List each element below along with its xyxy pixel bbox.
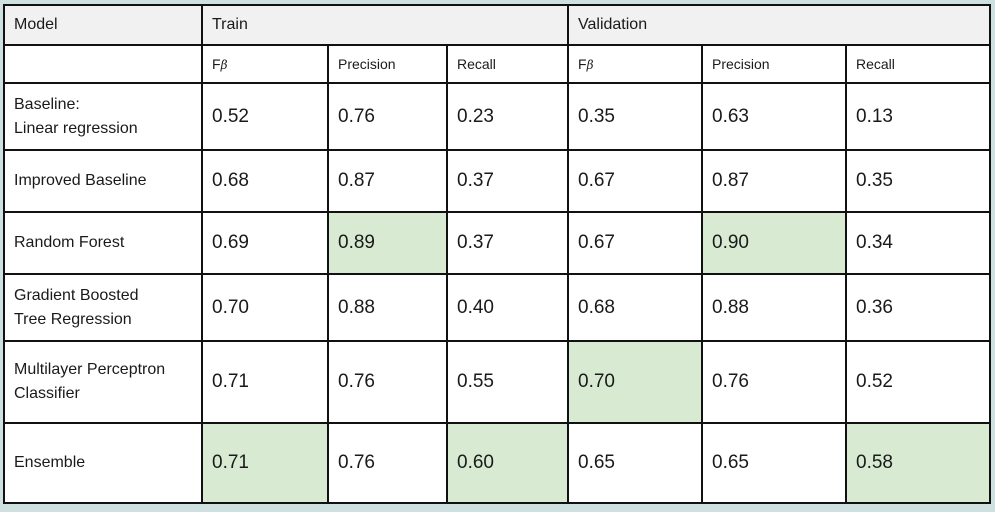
model-name-line1: Random Forest (14, 234, 125, 251)
model-name-line1: Improved Baseline (14, 172, 147, 189)
validation-precision: 0.65 (701, 422, 847, 504)
subheader-validation-fbeta: Fβ (567, 44, 703, 84)
train-fbeta: 0.52 (201, 82, 329, 151)
table-row: Improved Baseline 0.68 0.87 0.37 0.67 0.… (3, 149, 991, 213)
validation-precision: 0.87 (701, 149, 847, 213)
train-precision: 0.76 (327, 422, 448, 504)
table-row: Gradient Boosted Tree Regression 0.70 0.8… (3, 273, 991, 342)
train-fbeta: 0.70 (201, 273, 329, 342)
validation-fbeta: 0.35 (567, 82, 703, 151)
subheader-train-precision: Precision (327, 44, 448, 84)
subheader-validation-recall: Recall (845, 44, 991, 84)
train-fbeta: 0.68 (201, 149, 329, 213)
validation-fbeta: 0.68 (567, 273, 703, 342)
model-name: Random Forest (3, 211, 203, 275)
beta-symbol: β (586, 58, 594, 72)
train-recall: 0.23 (446, 82, 569, 151)
train-recall: 0.37 (446, 211, 569, 275)
train-fbeta-highlighted: 0.71 (201, 422, 329, 504)
validation-fbeta: 0.67 (567, 149, 703, 213)
header-train: Train (201, 4, 569, 46)
model-name: Improved Baseline (3, 149, 203, 213)
model-name-line2: Tree Regression (14, 310, 132, 328)
validation-precision-highlighted: 0.90 (701, 211, 847, 275)
validation-recall-highlighted: 0.58 (845, 422, 991, 504)
train-recall-highlighted: 0.60 (446, 422, 569, 504)
f-letter: F (212, 56, 221, 72)
model-name-line1: Multilayer Perceptron (14, 361, 166, 378)
results-table: Model Train Validation Fβ Precision Reca… (3, 4, 991, 504)
subheader-train-fbeta: Fβ (201, 44, 329, 84)
validation-fbeta-highlighted: 0.70 (567, 340, 703, 424)
model-name-line1: Gradient Boosted (14, 286, 139, 304)
model-name: Baseline: Linear regression (3, 82, 203, 151)
header-row: Model Train Validation (3, 4, 991, 46)
train-precision: 0.87 (327, 149, 448, 213)
validation-recall: 0.35 (845, 149, 991, 213)
table-row: Baseline: Linear regression 0.52 0.76 0.2… (3, 82, 991, 151)
validation-recall: 0.34 (845, 211, 991, 275)
model-name: Gradient Boosted Tree Regression (3, 273, 203, 342)
train-recall: 0.37 (446, 149, 569, 213)
validation-recall: 0.36 (845, 273, 991, 342)
subheader-empty (3, 44, 203, 84)
header-model: Model (3, 4, 203, 46)
validation-recall: 0.13 (845, 82, 991, 151)
train-fbeta: 0.71 (201, 340, 329, 424)
validation-fbeta: 0.67 (567, 211, 703, 275)
train-precision-highlighted: 0.89 (327, 211, 448, 275)
header-validation: Validation (567, 4, 991, 46)
validation-precision: 0.63 (701, 82, 847, 151)
subheader-validation-precision: Precision (701, 44, 847, 84)
train-recall: 0.40 (446, 273, 569, 342)
model-name-line2: Linear regression (14, 119, 138, 137)
model-name-line1: Baseline: (14, 95, 80, 113)
table-row: Ensemble 0.71 0.76 0.60 0.65 0.65 0.58 (3, 422, 991, 504)
validation-precision: 0.76 (701, 340, 847, 424)
validation-fbeta: 0.65 (567, 422, 703, 504)
model-name: Multilayer Perceptron Classifier (3, 340, 203, 424)
subheader-row: Fβ Precision Recall Fβ Precision Recall (3, 44, 991, 84)
validation-precision: 0.88 (701, 273, 847, 342)
model-name: Ensemble (3, 422, 203, 504)
train-precision: 0.76 (327, 340, 448, 424)
train-precision: 0.76 (327, 82, 448, 151)
f-letter: F (578, 56, 587, 72)
table-row: Multilayer Perceptron Classifier 0.71 0.7… (3, 340, 991, 424)
model-name-line2: Classifier (14, 385, 80, 402)
train-recall: 0.55 (446, 340, 569, 424)
table-row: Random Forest 0.69 0.89 0.37 0.67 0.90 0… (3, 211, 991, 275)
model-name-line1: Ensemble (14, 454, 86, 471)
train-precision: 0.88 (327, 273, 448, 342)
train-fbeta: 0.69 (201, 211, 329, 275)
validation-recall: 0.52 (845, 340, 991, 424)
beta-symbol: β (220, 58, 228, 72)
subheader-train-recall: Recall (446, 44, 569, 84)
